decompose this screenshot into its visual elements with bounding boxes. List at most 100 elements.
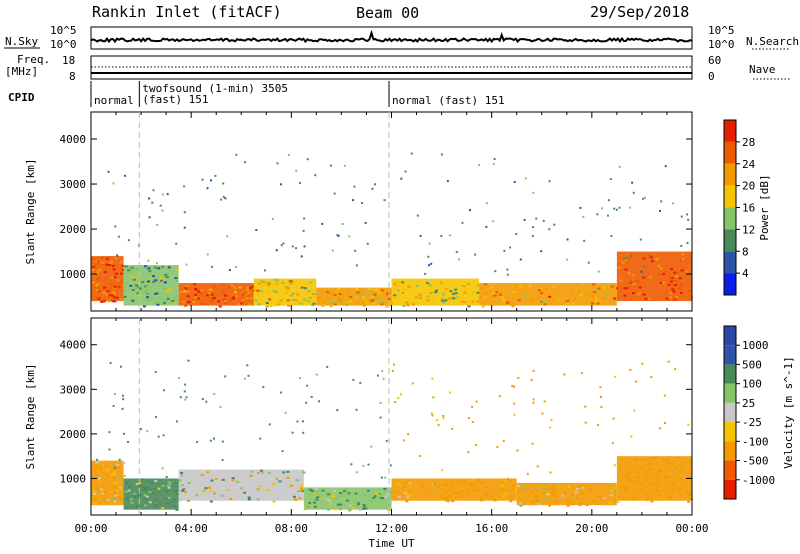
heatmap-cell [416, 214, 419, 217]
heatmap-cell [332, 496, 335, 499]
heatmap-cell [630, 435, 633, 438]
heatmap-cell [397, 280, 401, 283]
heatmap-cell [428, 242, 431, 245]
heatmap-cell [485, 225, 488, 228]
heatmap-cell [231, 297, 235, 300]
heatmap-cell [428, 492, 432, 495]
heatmap-cell [123, 295, 127, 298]
heatmap-cell [429, 292, 433, 294]
heatmap-cell [328, 502, 332, 505]
heatmap-cell [150, 297, 153, 300]
heatmap-cell [630, 464, 634, 467]
x-tick-label: 16:00 [475, 522, 508, 535]
heatmap-cell [114, 482, 118, 485]
heatmap-cell [257, 303, 261, 306]
heatmap-cell [143, 290, 147, 293]
heatmap-cell [265, 302, 269, 304]
heatmap-cell [96, 283, 100, 286]
heatmap-cell [191, 298, 195, 300]
heatmap-cell [164, 273, 168, 276]
heatmap-cell [517, 299, 521, 302]
heatmap-cell [442, 415, 445, 417]
heatmap-cell [113, 492, 117, 495]
heatmap-cell [202, 489, 206, 492]
heatmap-cell [405, 500, 409, 503]
heatmap-cell [389, 491, 393, 494]
heatmap-cell [308, 488, 312, 491]
heatmap-cell [495, 291, 499, 294]
heatmap-cell [429, 285, 433, 288]
heatmap-cell [213, 437, 215, 440]
heatmap-cell [448, 494, 452, 497]
heatmap-cell [296, 293, 300, 296]
heatmap-cell [467, 451, 470, 454]
heatmap-cell [545, 288, 549, 291]
heatmap-cell [656, 474, 659, 477]
heatmap-cell [129, 498, 133, 501]
heatmap-cell [127, 269, 131, 272]
heatmap-cell [474, 444, 477, 447]
heatmap-cell [403, 494, 407, 497]
heatmap-cell [632, 283, 636, 286]
heatmap-cell [386, 292, 390, 295]
heatmap-cell [329, 293, 333, 296]
heatmap-cell [281, 450, 284, 453]
heatmap-cell [670, 277, 674, 280]
heatmap-cell [118, 458, 121, 461]
heatmap-cell [132, 278, 136, 281]
heatmap-cell [417, 293, 421, 296]
heatmap-cell [418, 455, 421, 457]
heatmap-cell [687, 491, 691, 494]
heatmap-cell [667, 283, 671, 286]
heatmap-cell [144, 285, 148, 288]
heatmap-cell [415, 296, 418, 299]
heatmap-cell [105, 263, 109, 266]
heatmap-cell [178, 479, 182, 482]
heatmap-cell [550, 419, 553, 421]
heatmap-cell [556, 298, 560, 301]
heatmap-cell [456, 492, 460, 494]
heatmap-cell [213, 492, 216, 495]
heatmap-cell [444, 299, 448, 302]
heatmap-cell [181, 300, 185, 303]
heatmap-cell [366, 503, 370, 506]
heatmap-cell [100, 300, 104, 303]
heatmap-cell [362, 503, 366, 506]
heatmap-cell [366, 489, 370, 492]
heatmap-cell [118, 284, 122, 287]
heatmap-cell [545, 498, 549, 501]
heatmap-cell [97, 276, 101, 279]
heatmap-cell [499, 293, 503, 296]
heatmap-cell [148, 197, 151, 200]
heatmap-cell [145, 268, 149, 270]
heatmap-cell [306, 158, 309, 161]
heatmap-cell [675, 282, 679, 285]
heatmap-cell [401, 492, 405, 495]
heatmap-cell [574, 491, 578, 494]
heatmap-cell [106, 468, 110, 471]
heatmap-cell [361, 295, 365, 298]
heatmap-cell [168, 482, 172, 485]
heatmap-cell [403, 288, 407, 291]
heatmap-cell [613, 297, 617, 300]
heatmap-cell [291, 292, 295, 295]
heatmap-cell [356, 291, 360, 294]
heatmap-cell [548, 504, 551, 507]
heatmap-cell [354, 492, 358, 495]
heatmap-cell [113, 276, 117, 279]
heatmap-cell [208, 472, 212, 475]
heatmap-cell [592, 291, 596, 294]
heatmap-cell [408, 494, 412, 497]
heatmap-cell [521, 503, 525, 506]
heatmap-cell [193, 283, 197, 286]
heatmap-cell [260, 280, 264, 283]
heatmap-cell [119, 499, 123, 502]
heatmap-cell [120, 272, 124, 275]
heatmap-cell [644, 474, 648, 477]
heatmap-cell [383, 199, 386, 202]
heatmap-cell [454, 292, 458, 295]
heatmap-cell [506, 301, 510, 304]
heatmap-cell [576, 497, 580, 500]
heatmap-cell [540, 250, 543, 253]
heatmap-cell [280, 183, 282, 186]
